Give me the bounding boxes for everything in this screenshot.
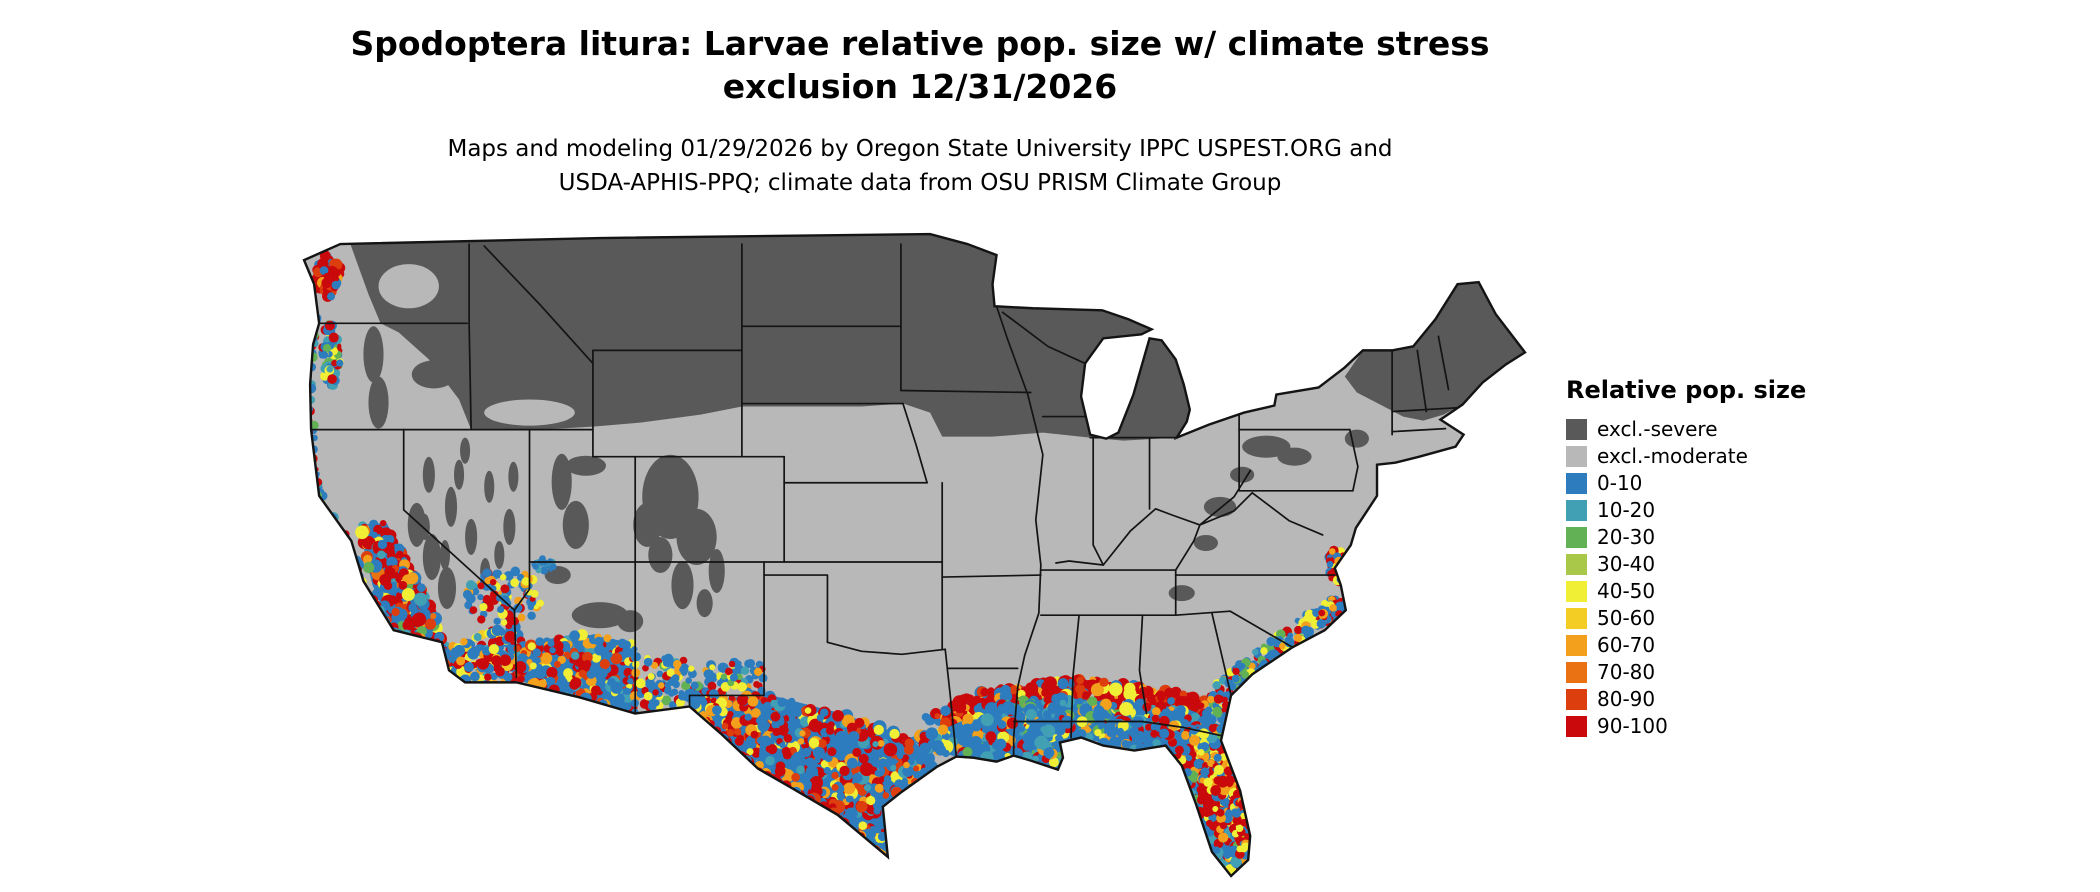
us-map <box>298 224 1528 886</box>
us-map-svg <box>302 232 1527 878</box>
legend-item-label: excl.-moderate <box>1597 444 1748 468</box>
severe-exclusion-layer <box>350 234 1525 633</box>
legend-item: 60-70 <box>1566 632 1806 659</box>
legend-item-label: 80-90 <box>1597 687 1656 711</box>
state-borders <box>310 243 1462 758</box>
legend-item: 0-10 <box>1566 470 1806 497</box>
legend-item: 10-20 <box>1566 497 1806 524</box>
legend-swatch <box>1566 473 1587 494</box>
legend-item-label: 60-70 <box>1597 633 1656 657</box>
legend-swatch <box>1566 716 1587 737</box>
legend-item-label: 20-30 <box>1597 525 1656 549</box>
legend-item: 50-60 <box>1566 605 1806 632</box>
us-outline <box>302 232 1527 878</box>
legend-item-label: excl.-severe <box>1597 417 1718 441</box>
legend-swatch <box>1566 635 1587 656</box>
legend-swatch <box>1566 689 1587 710</box>
legend-swatch <box>1566 527 1587 548</box>
legend-item-label: 0-10 <box>1597 471 1643 495</box>
legend-swatch <box>1566 608 1587 629</box>
legend-swatch <box>1566 500 1587 521</box>
legend-item-label: 70-80 <box>1597 660 1656 684</box>
legend-item: 80-90 <box>1566 686 1806 713</box>
legend-item: 30-40 <box>1566 551 1806 578</box>
legend-item: 40-50 <box>1566 578 1806 605</box>
legend-item-label: 50-60 <box>1597 606 1656 630</box>
figure-subtitle: Maps and modeling 01/29/2026 by Oregon S… <box>0 132 1840 200</box>
map-subtitle-line1: Maps and modeling 01/29/2026 by Oregon S… <box>447 136 1393 162</box>
legend-item-label: 30-40 <box>1597 552 1656 576</box>
legend-title: Relative pop. size <box>1566 376 1807 404</box>
legend-item-label: 40-50 <box>1597 579 1656 603</box>
map-title-line1: Spodoptera litura: Larvae relative pop. … <box>350 24 1490 63</box>
figure-header: Spodoptera litura: Larvae relative pop. … <box>0 22 1840 200</box>
legend-swatch <box>1566 581 1587 602</box>
legend: Relative pop. size excl.-severe excl.-mod… <box>1566 376 1806 740</box>
legend-swatch <box>1566 554 1587 575</box>
legend-item-label: 10-20 <box>1597 498 1656 522</box>
legend-swatch <box>1566 662 1587 683</box>
legend-swatch <box>1566 419 1587 440</box>
legend-item: excl.-severe <box>1566 416 1806 443</box>
legend-item-label: 90-100 <box>1597 714 1668 738</box>
legend-item: 90-100 <box>1566 713 1806 740</box>
map-subtitle-line2: USDA-APHIS-PPQ; climate data from OSU PR… <box>558 170 1282 196</box>
legend-item: excl.-moderate <box>1566 443 1806 470</box>
legend-items: excl.-severe excl.-moderate 0-10 10-20 20-30… <box>1566 416 1806 740</box>
legend-swatch <box>1566 446 1587 467</box>
legend-item: 70-80 <box>1566 659 1806 686</box>
legend-item: 20-30 <box>1566 524 1806 551</box>
map-title-line2: exclusion 12/31/2026 <box>722 67 1118 106</box>
